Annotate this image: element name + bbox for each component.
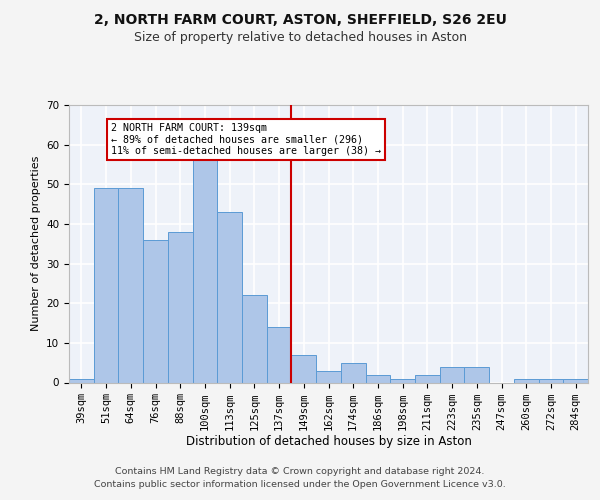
Text: 2, NORTH FARM COURT, ASTON, SHEFFIELD, S26 2EU: 2, NORTH FARM COURT, ASTON, SHEFFIELD, S… <box>94 12 506 26</box>
Bar <box>316 370 341 382</box>
Text: 2 NORTH FARM COURT: 139sqm
← 89% of detached houses are smaller (296)
11% of sem: 2 NORTH FARM COURT: 139sqm ← 89% of deta… <box>111 123 381 156</box>
Bar <box>267 327 292 382</box>
Text: Size of property relative to detached houses in Aston: Size of property relative to detached ho… <box>133 31 467 44</box>
Text: Contains public sector information licensed under the Open Government Licence v3: Contains public sector information licen… <box>94 480 506 489</box>
Bar <box>365 374 390 382</box>
Bar <box>143 240 168 382</box>
Text: Contains HM Land Registry data © Crown copyright and database right 2024.: Contains HM Land Registry data © Crown c… <box>115 467 485 476</box>
Bar <box>118 188 143 382</box>
Bar <box>292 355 316 382</box>
Bar <box>464 366 489 382</box>
Bar <box>514 378 539 382</box>
Bar <box>69 378 94 382</box>
Bar <box>168 232 193 382</box>
Bar <box>563 378 588 382</box>
Bar <box>539 378 563 382</box>
Y-axis label: Number of detached properties: Number of detached properties <box>31 156 41 332</box>
X-axis label: Distribution of detached houses by size in Aston: Distribution of detached houses by size … <box>185 436 472 448</box>
Bar <box>390 378 415 382</box>
Bar <box>94 188 118 382</box>
Bar <box>193 148 217 382</box>
Bar <box>217 212 242 382</box>
Bar <box>440 366 464 382</box>
Bar <box>341 362 365 382</box>
Bar <box>242 296 267 382</box>
Bar <box>415 374 440 382</box>
